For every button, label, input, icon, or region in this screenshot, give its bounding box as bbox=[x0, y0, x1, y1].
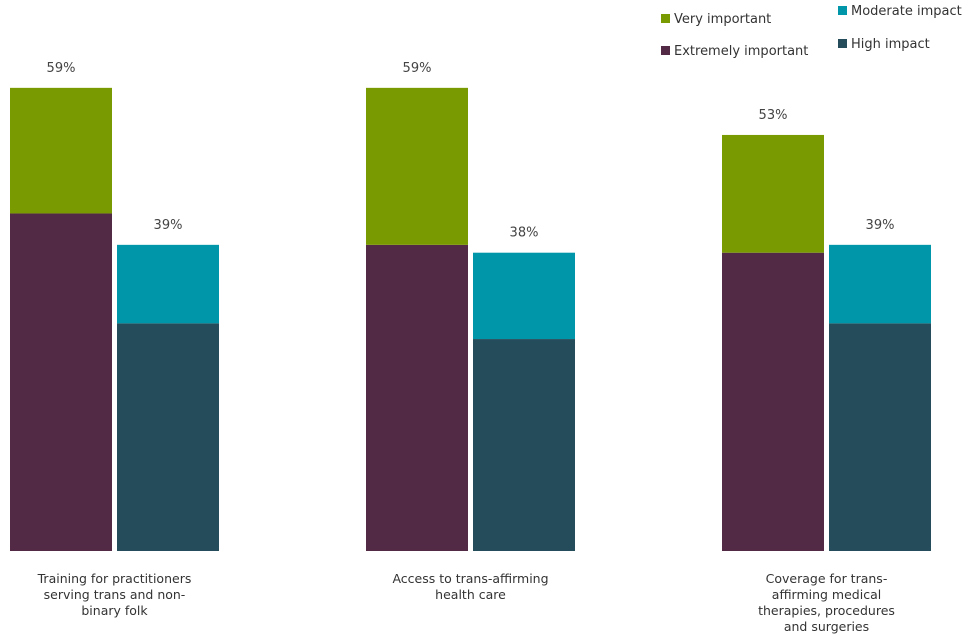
legend-label-0: Very important bbox=[674, 12, 771, 27]
bar-impact-base-2 bbox=[829, 323, 931, 551]
legend-label-2: Moderate impact bbox=[851, 4, 962, 19]
legend-label-1: Extremely important bbox=[674, 44, 808, 59]
bar-importance-base-1 bbox=[366, 244, 468, 551]
x-tick-label-2: Coverage for trans-affirming medical ther… bbox=[758, 571, 895, 634]
bar-importance-top-0 bbox=[10, 87, 112, 214]
bar-importance-top-2 bbox=[722, 134, 824, 253]
data-label-importance-1: 59% bbox=[403, 61, 432, 76]
x-tick-label-line: health care bbox=[435, 587, 506, 602]
bar-impact-top-1 bbox=[473, 252, 575, 340]
x-tick-label-0: Training for practitioners serving trans … bbox=[37, 571, 192, 618]
bar-impact-top-2 bbox=[829, 244, 931, 324]
x-tick-label-line: affirming medical bbox=[772, 587, 881, 602]
legend-label-3: High impact bbox=[851, 37, 930, 52]
bar-impact-top-0 bbox=[117, 244, 219, 324]
legend-swatch-3 bbox=[838, 39, 847, 48]
legend-swatch-1 bbox=[661, 46, 670, 55]
x-tick-label-line: therapies, procedures bbox=[758, 603, 895, 618]
data-label-impact-2: 39% bbox=[866, 218, 895, 233]
x-tick-label-line: Coverage for trans- bbox=[766, 571, 888, 586]
data-label-importance-2: 53% bbox=[759, 108, 788, 123]
bar-importance-base-0 bbox=[10, 213, 112, 551]
x-tick-label-line: binary folk bbox=[81, 603, 148, 618]
data-label-importance-0: 59% bbox=[47, 61, 76, 76]
x-tick-label-line: Training for practitioners bbox=[37, 571, 192, 586]
legend-swatch-2 bbox=[838, 6, 847, 15]
legend-swatch-0 bbox=[661, 14, 670, 23]
bar-impact-base-1 bbox=[473, 339, 575, 551]
bar-impact-base-0 bbox=[117, 323, 219, 551]
x-tick-label-1: Access to trans-affirming health care bbox=[392, 571, 548, 602]
data-label-impact-1: 38% bbox=[510, 226, 539, 241]
data-label-impact-0: 39% bbox=[154, 218, 183, 233]
x-tick-label-line: Access to trans-affirming bbox=[392, 571, 548, 586]
bar-importance-base-2 bbox=[722, 252, 824, 551]
bar-importance-top-1 bbox=[366, 87, 468, 245]
x-tick-label-line: serving trans and non- bbox=[44, 587, 186, 602]
x-tick-label-line: and surgeries bbox=[784, 619, 869, 634]
